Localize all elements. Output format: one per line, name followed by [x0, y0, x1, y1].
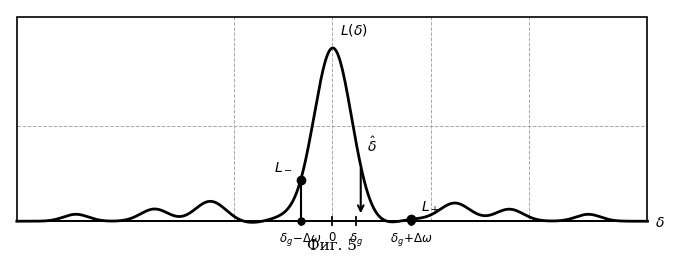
Text: $L(\delta)$: $L(\delta)$ [340, 22, 368, 38]
Text: $L_-$: $L_-$ [274, 159, 292, 173]
Bar [17, 17, 648, 221]
Text: $\delta_g\!+\!\Delta\omega$: $\delta_g\!+\!\Delta\omega$ [389, 231, 432, 248]
Text: $\delta_g$: $\delta_g$ [349, 231, 363, 248]
Text: $L_+$: $L_+$ [421, 200, 440, 216]
Text: $\delta$: $\delta$ [655, 216, 665, 230]
Text: $\hat{\delta}$: $\hat{\delta}$ [366, 136, 376, 155]
Text: $\delta_g\!-\!\Delta\omega$: $\delta_g\!-\!\Delta\omega$ [279, 231, 322, 248]
Text: Фиг. 5: Фиг. 5 [307, 238, 357, 252]
Text: $0$: $0$ [328, 231, 336, 244]
